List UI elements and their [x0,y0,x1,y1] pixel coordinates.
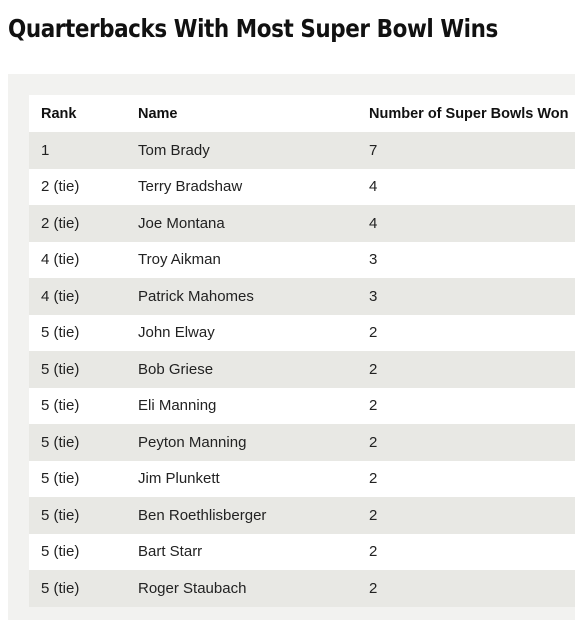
table-row: 1 Tom Brady 7 [29,132,575,169]
table-row: 5 (tie) Roger Staubach 2 [29,570,575,607]
cell-name: Eli Manning [138,397,217,415]
page-title: Quarterbacks With Most Super Bowl Wins [8,14,498,43]
cell-name: Terry Bradshaw [138,178,243,196]
cell-rank: 5 (tie) [41,324,80,342]
cell-rank: 5 (tie) [41,579,80,597]
cell-name: Peyton Manning [138,433,247,451]
cell-rank: 5 (tie) [41,506,80,524]
cell-super-bowls-won: 3 [369,287,378,305]
table-row: 5 (tie) Bart Starr 2 [29,533,575,570]
cell-name: Tom Brady [138,141,210,159]
cell-rank: 1 [41,141,50,159]
cell-super-bowls-won: 2 [369,506,378,524]
table-row: 5 (tie) Jim Plunkett 2 [29,460,575,497]
header-super-bowls-won: Number of Super Bowls Won [369,105,569,122]
cell-rank: 2 (tie) [41,178,80,196]
table-row: 5 (tie) John Elway 2 [29,314,575,351]
cell-rank: 4 (tie) [41,251,80,269]
table-row: 5 (tie) Peyton Manning 2 [29,424,575,461]
cell-super-bowls-won: 2 [369,324,378,342]
cell-name: Jim Plunkett [138,470,220,488]
table-row: 5 (tie) Eli Manning 2 [29,387,575,424]
cell-super-bowls-won: 4 [369,214,378,232]
table-row: 5 (tie) Ben Roethlisberger 2 [29,497,575,534]
cell-rank: 5 (tie) [41,360,80,378]
cell-super-bowls-won: 2 [369,360,378,378]
cell-rank: 4 (tie) [41,287,80,305]
cell-super-bowls-won: 2 [369,433,378,451]
cell-rank: 5 (tie) [41,433,80,451]
cell-name: Bob Griese [138,360,214,378]
table-row: 2 (tie) Joe Montana 4 [29,205,575,242]
cell-rank: 2 (tie) [41,214,80,232]
cell-rank: 5 (tie) [41,397,80,415]
cell-name: Bart Starr [138,543,203,561]
cell-name: John Elway [138,324,215,342]
header-row: Rank Name Number of Super Bowls Won [29,95,575,132]
cell-name: Roger Staubach [138,579,247,597]
cell-super-bowls-won: 2 [369,543,378,561]
header-rank: Rank [41,105,77,122]
table-wrapper: Rank Name Number of Super Bowls Won 1 Tom… [29,95,575,607]
cell-name: Joe Montana [138,214,225,232]
cell-super-bowls-won: 7 [369,141,378,159]
cell-rank: 5 (tie) [41,543,80,561]
table-header: Rank Name Number of Super Bowls Won [29,95,575,132]
table-row: 5 (tie) Bob Griese 2 [29,351,575,388]
cell-super-bowls-won: 2 [369,579,378,597]
cell-super-bowls-won: 3 [369,251,378,269]
header-name: Name [138,105,178,122]
super-bowl-wins-table: Rank Name Number of Super Bowls Won 1 Tom… [29,95,575,607]
table-row: 4 (tie) Patrick Mahomes 3 [29,278,575,315]
cell-super-bowls-won: 2 [369,397,378,415]
cell-super-bowls-won: 2 [369,470,378,488]
cell-rank: 5 (tie) [41,470,80,488]
table-row: 4 (tie) Troy Aikman 3 [29,241,575,278]
table-row: 2 (tie) Terry Bradshaw 4 [29,168,575,205]
cell-name: Troy Aikman [138,251,221,269]
cell-name: Ben Roethlisberger [138,506,267,524]
table-body: 1 Tom Brady 7 2 (tie) Terry Bradshaw 4 2 (tie)… [29,132,575,607]
table-panel: Rank Name Number of Super Bowls Won 1 Tom… [8,74,575,620]
cell-name: Patrick Mahomes [138,287,254,305]
cell-super-bowls-won: 4 [369,178,378,196]
